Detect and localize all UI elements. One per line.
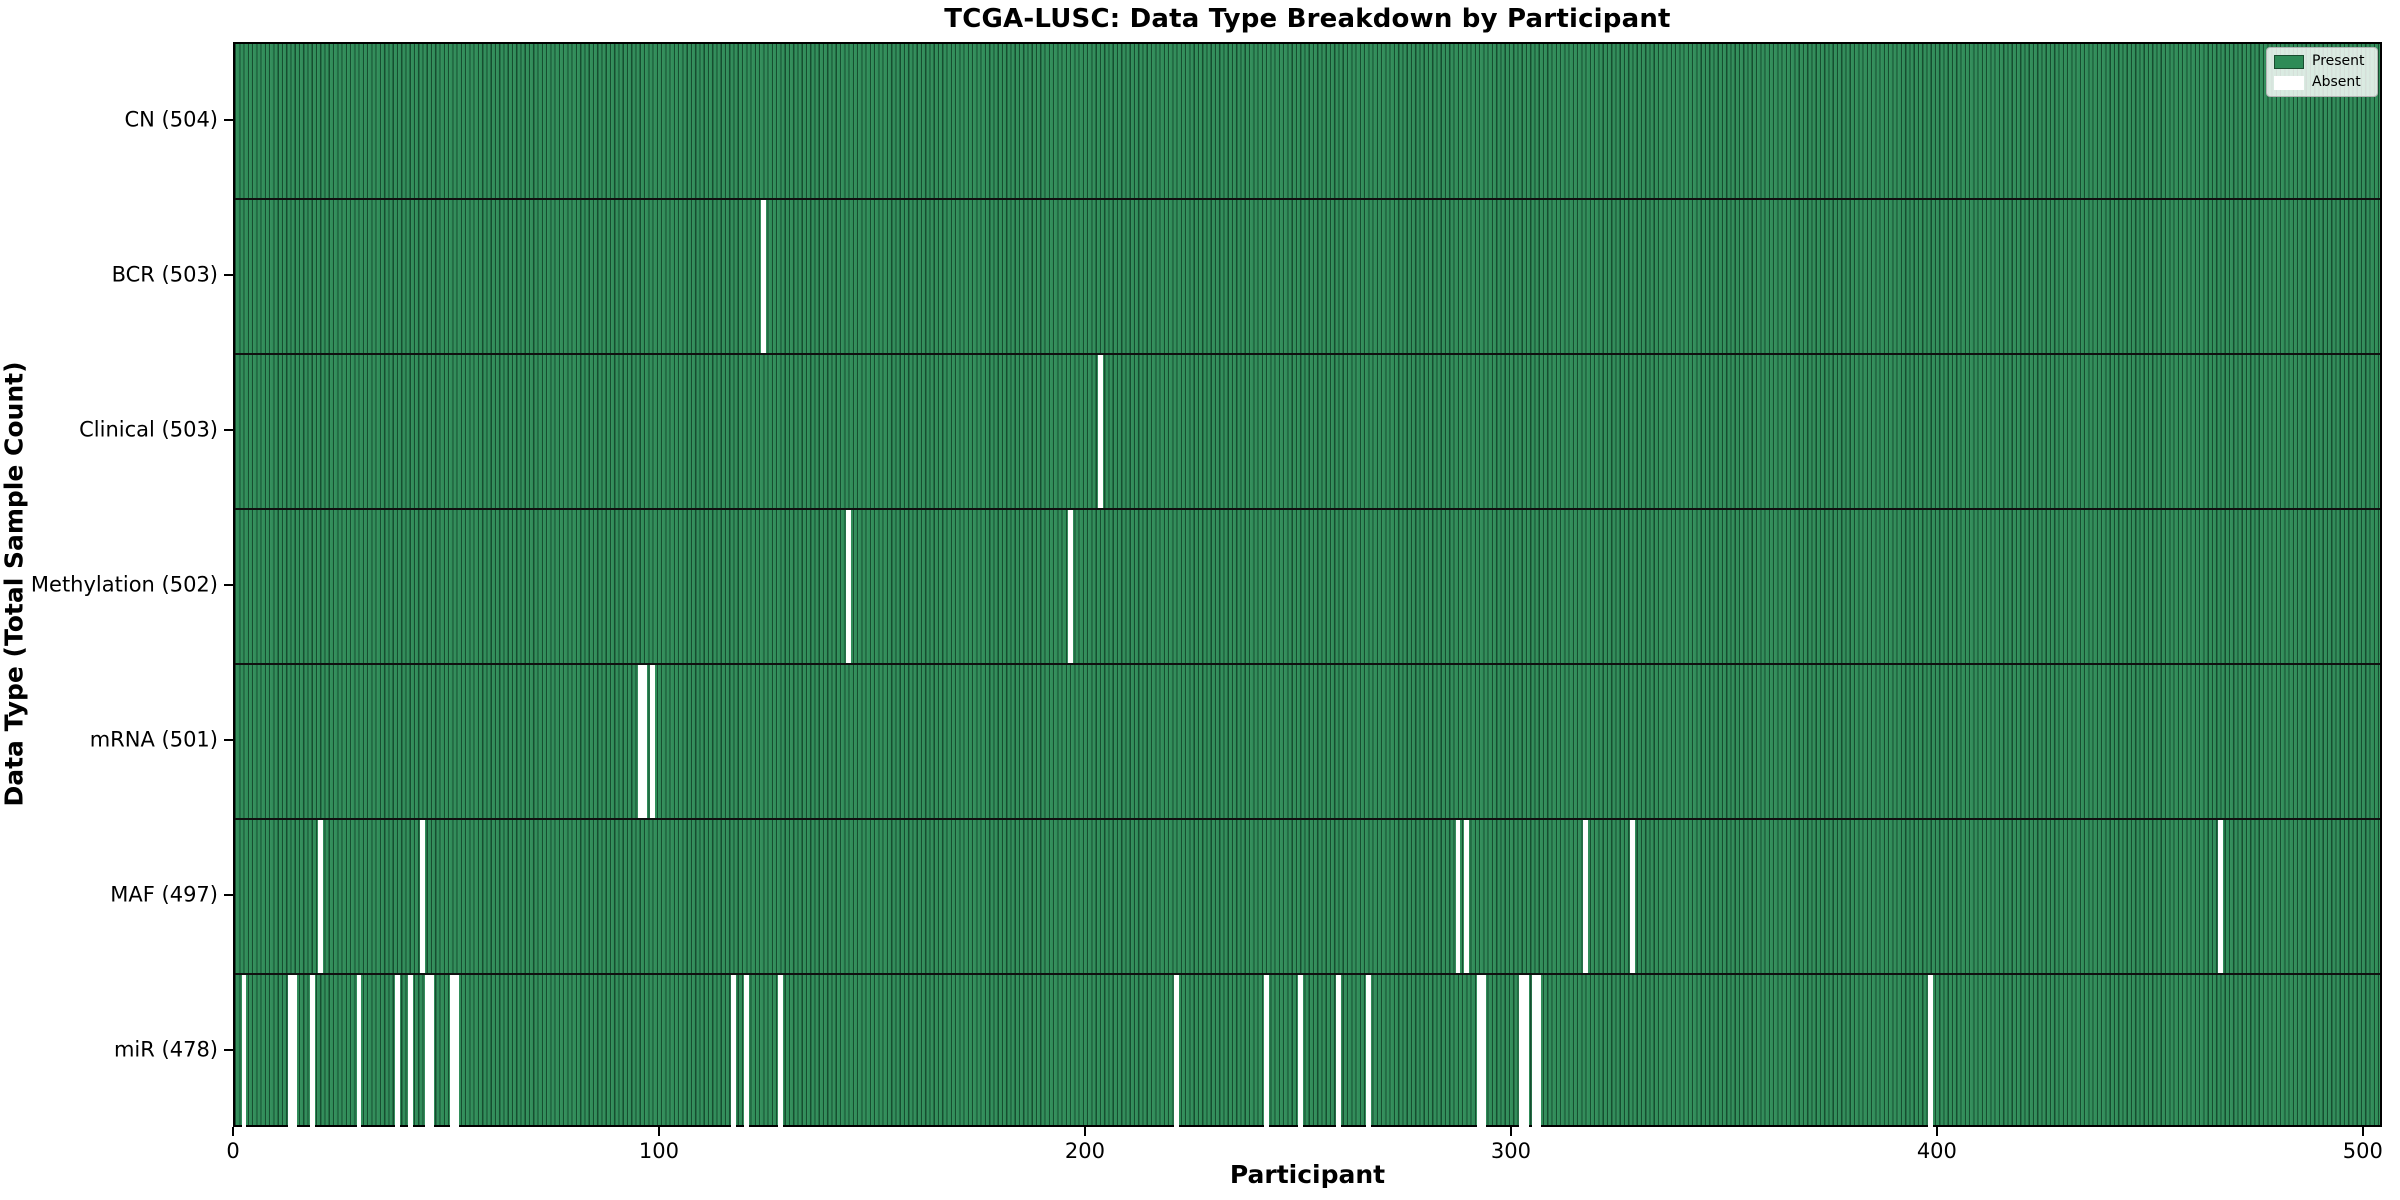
absent-gap-miR [778, 974, 784, 1129]
legend-label-absent: Absent [2312, 74, 2361, 90]
x-tick-mark [657, 1127, 660, 1136]
y-tick-label-BCR: BCR (503) [111, 262, 218, 286]
absent-gap-Methylation [1067, 509, 1073, 664]
legend-label-present: Present [2312, 53, 2365, 69]
absent-gap-miR [744, 974, 750, 1129]
row-separator [235, 663, 2380, 665]
absent-gap-miR [241, 974, 247, 1129]
row-separator [235, 818, 2380, 820]
absent-gap-miR [407, 974, 413, 1129]
absent-gap-miR [356, 974, 362, 1129]
absent-gap-MAF [1630, 819, 1636, 974]
absent-gap-MAF [2218, 819, 2223, 974]
legend-entry-absent: Absent [2274, 75, 2369, 90]
absent-swatch-icon [2274, 75, 2304, 90]
y-tick-label-MAF: MAF (497) [110, 882, 218, 906]
absent-gap-miR [1519, 974, 1525, 1129]
absent-gap-miR [292, 974, 298, 1129]
absent-gap-miR [1263, 974, 1269, 1129]
absent-gap-miR [1928, 974, 1934, 1129]
x-tick-mark [1083, 1127, 1086, 1136]
absent-gap-miR [428, 974, 434, 1129]
legend-entry-present: Present [2274, 54, 2369, 69]
absent-gap-mRNA [650, 664, 656, 819]
y-tick-mark [224, 118, 233, 121]
absent-gap-Clinical [1097, 354, 1103, 509]
chart-title: TCGA-LUSC: Data Type Breakdown by Partic… [944, 4, 1671, 34]
x-tick-label-400: 400 [1916, 1139, 1957, 1163]
plot-area [233, 42, 2382, 1129]
y-tick-mark [224, 583, 233, 586]
row-separator [235, 353, 2380, 355]
x-tick-label-0: 0 [226, 1139, 240, 1163]
legend: Present Absent [2266, 47, 2378, 97]
x-tick-label-500: 500 [2342, 1139, 2383, 1163]
absent-gap-miR [1336, 974, 1342, 1129]
x-tick-label-200: 200 [1064, 1139, 1105, 1163]
absent-gap-MAF [1583, 819, 1589, 974]
absent-gap-miR [1297, 974, 1303, 1129]
x-tick-mark [1509, 1127, 1512, 1136]
absent-gap-MAF [1455, 819, 1461, 974]
x-axis-title: Participant [1229, 1160, 1386, 1189]
y-tick-label-miR: miR (478) [113, 1037, 218, 1061]
x-tick-label-300: 300 [1490, 1139, 1531, 1163]
y-tick-mark [224, 428, 233, 431]
y-tick-mark [224, 1048, 233, 1051]
absent-gap-miR [1536, 974, 1542, 1129]
absent-gap-miR [454, 974, 460, 1129]
present-swatch-icon [2274, 54, 2304, 69]
absent-gap-BCR [761, 199, 767, 354]
absent-gap-miR [731, 974, 737, 1129]
row-separator [235, 508, 2380, 510]
absent-gap-miR [288, 974, 294, 1129]
absent-gap-MAF [420, 819, 426, 974]
absent-gap-miR [424, 974, 430, 1129]
y-tick-label-Clinical: Clinical (503) [79, 417, 218, 441]
y-tick-label-CN: CN (504) [124, 107, 218, 131]
y-tick-mark [224, 273, 233, 276]
y-tick-mark [224, 893, 233, 896]
absent-gap-miR [309, 974, 315, 1129]
row-separator [235, 198, 2380, 200]
x-tick-mark [2361, 1127, 2364, 1136]
absent-gap-MAF [318, 819, 324, 974]
y-tick-label-Methylation: Methylation (502) [30, 572, 218, 596]
absent-gap-mRNA [637, 664, 643, 819]
absent-gap-miR [1174, 974, 1180, 1129]
absent-gap-MAF [1464, 819, 1469, 974]
y-tick-label-mRNA: mRNA (501) [89, 727, 218, 751]
x-tick-mark [232, 1127, 234, 1136]
absent-gap-miR [1532, 974, 1538, 1129]
absent-gap-miR [394, 974, 400, 1129]
absent-gap-miR [1366, 974, 1371, 1129]
absent-gap-miR [1523, 974, 1529, 1129]
y-tick-mark [224, 738, 233, 741]
absent-gap-Methylation [846, 509, 852, 664]
row-separator [235, 973, 2380, 975]
x-tick-mark [1935, 1127, 1938, 1136]
absent-gap-miR [450, 974, 456, 1129]
absent-gap-mRNA [641, 664, 647, 819]
x-tick-label-100: 100 [638, 1139, 679, 1163]
absent-gap-miR [1476, 974, 1482, 1129]
absent-gap-miR [1481, 974, 1486, 1129]
